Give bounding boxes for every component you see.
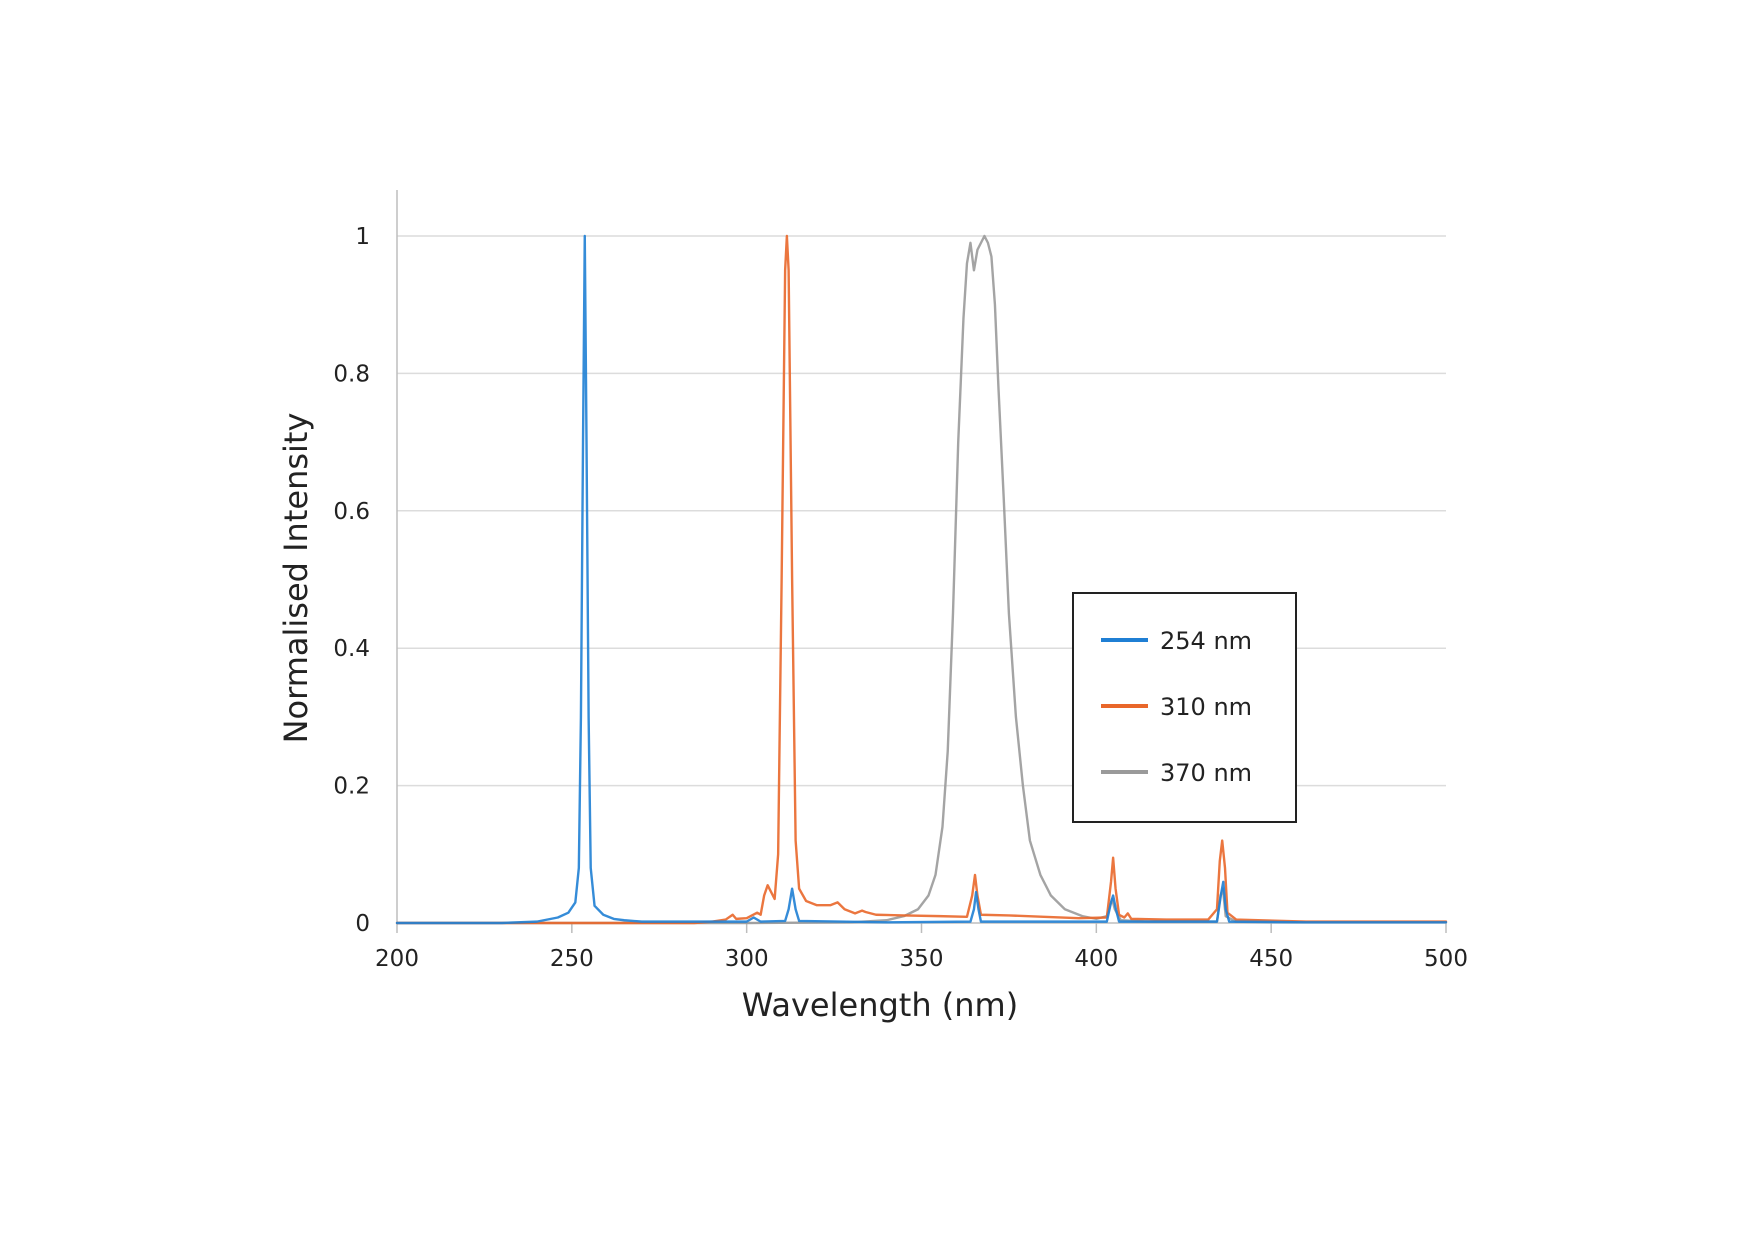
y-tick-label: 0.8 (333, 361, 370, 387)
legend: 254 nm 310 nm 370 nm (1072, 592, 1297, 823)
y-tick-label: 0.4 (333, 636, 370, 662)
series-line-310-nm (395, 234, 1448, 925)
legend-label: 254 nm (1160, 627, 1252, 655)
x-tick-label: 250 (550, 946, 594, 972)
legend-label: 310 nm (1160, 693, 1252, 721)
x-tick-label: 450 (1249, 946, 1293, 972)
x-tick-labels: 200 250 300 350 400 450 500 (375, 946, 1468, 972)
legend-label: 370 nm (1160, 759, 1252, 787)
x-tick-label: 200 (375, 946, 419, 972)
series-line-254-nm (395, 234, 1448, 925)
data-series (395, 234, 1448, 925)
x-tick-label: 350 (900, 946, 944, 972)
y-tick-label: 1 (355, 224, 370, 250)
y-tick-label: 0.6 (333, 499, 370, 525)
x-tick-label: 500 (1424, 946, 1468, 972)
x-axis-title: Wavelength (nm) (742, 986, 1018, 1024)
y-tick-label: 0 (355, 911, 370, 937)
y-tick-labels: 0 0.2 0.4 0.6 0.8 1 (333, 224, 370, 937)
x-tick-label: 300 (725, 946, 769, 972)
y-axis-title: Normalised Intensity (277, 413, 315, 744)
y-tick-label: 0.2 (333, 774, 370, 800)
x-tick-label: 400 (1074, 946, 1118, 972)
